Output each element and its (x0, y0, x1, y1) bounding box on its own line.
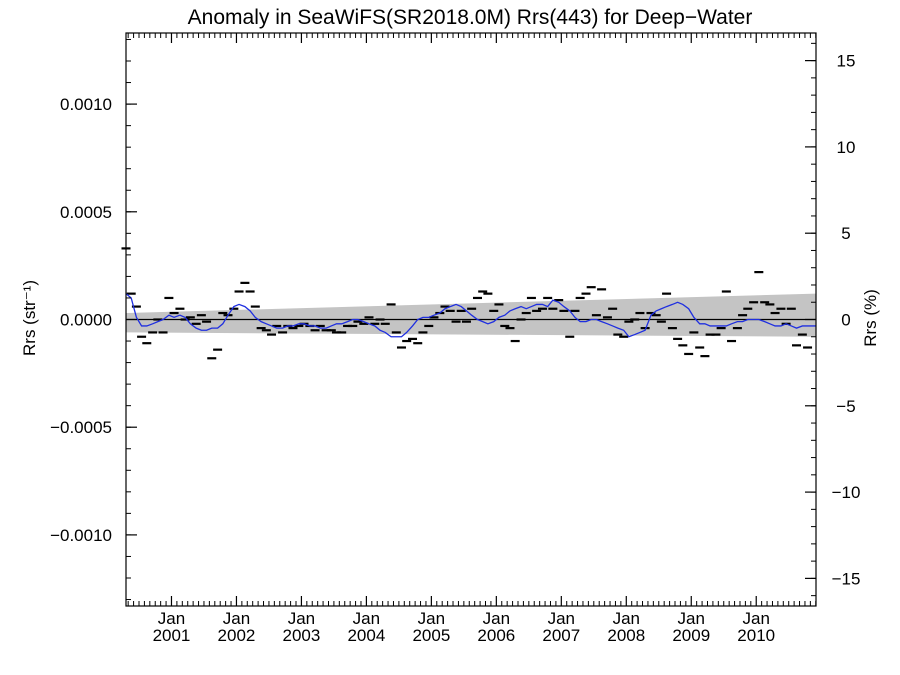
x-tick-year-label: 2005 (412, 626, 450, 645)
right-tick-label: 10 (837, 138, 856, 157)
left-tick-label: 0.0010 (60, 95, 112, 114)
right-tick-label: −10 (832, 483, 861, 502)
right-y-axis: 15 10 5 0 −5 −10 −15 (805, 42, 861, 597)
left-tick-label: 0.0000 (60, 311, 112, 330)
smoothed-line-layer (125, 293, 816, 338)
left-y-axis: 0.0010 0.0005 0.0000 −0.0005 −0.0010 (50, 38, 137, 601)
left-tick-label: 0.0005 (60, 203, 112, 222)
x-tick-month-label: Jan (418, 609, 445, 628)
x-tick-month-label: Jan (613, 609, 640, 628)
x-tick-year-label: 2008 (607, 626, 645, 645)
x-tick-month-label: Jan (548, 609, 575, 628)
smoothed-series-line (125, 293, 816, 338)
x-tick-month-label: Jan (158, 609, 185, 628)
x-tick-year-label: 2009 (672, 626, 710, 645)
x-tick-month-label: Jan (743, 609, 770, 628)
x-tick-month-label: Jan (483, 609, 510, 628)
x-tick-year-label: 2007 (542, 626, 580, 645)
right-tick-label: 15 (837, 52, 856, 71)
x-tick-month-label: Jan (353, 609, 380, 628)
right-axis-label: Rrs (%) (861, 289, 880, 347)
x-tick-year-label: 2010 (737, 626, 775, 645)
right-tick-label: 0 (841, 311, 850, 330)
x-tick-month-label: Jan (223, 609, 250, 628)
x-tick-year-label: 2003 (283, 626, 321, 645)
x-axis: Jan2001Jan2002Jan2003Jan2004Jan2005Jan20… (127, 33, 817, 645)
chart-title: Anomaly in SeaWiFS(SR2018.0M) Rrs(443) f… (188, 6, 753, 29)
right-tick-label: −15 (832, 569, 861, 588)
left-tick-label: −0.0005 (50, 418, 112, 437)
x-tick-year-label: 2006 (477, 626, 515, 645)
x-tick-year-label: 2002 (218, 626, 256, 645)
x-tick-year-label: 2001 (153, 626, 191, 645)
right-tick-label: 5 (841, 224, 850, 243)
x-tick-month-label: Jan (288, 609, 315, 628)
x-tick-year-label: 2004 (347, 626, 385, 645)
left-tick-label: −0.0010 (50, 526, 112, 545)
x-tick-month-label: Jan (678, 609, 705, 628)
left-axis-label: Rrs (str⁻¹) (20, 280, 39, 356)
monthly-points-layer (121, 247, 813, 360)
right-tick-label: −5 (836, 397, 855, 416)
